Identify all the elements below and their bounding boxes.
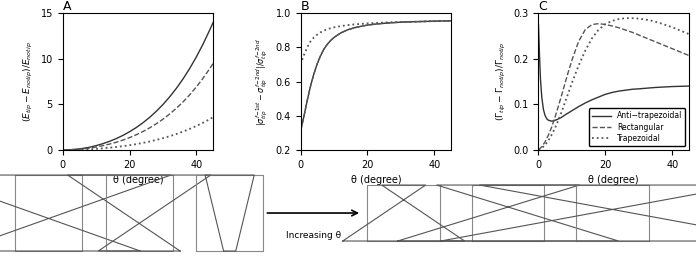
X-axis label: θ (degree): θ (degree) xyxy=(113,175,164,185)
Text: Increasing θ: Increasing θ xyxy=(285,231,341,240)
Y-axis label: $|\sigma_{tip}^{f\!-\!1st} - \sigma_{tip}^{f\!-\!2nd}|/\sigma_{tip}^{f\!-\!2nd}$: $|\sigma_{tip}^{f\!-\!1st} - \sigma_{tip… xyxy=(255,38,270,125)
X-axis label: θ (degree): θ (degree) xyxy=(588,175,639,185)
Y-axis label: $(\Gamma_{tip}-\Gamma_{notip})/\Gamma_{notip}$: $(\Gamma_{tip}-\Gamma_{notip})/\Gamma_{n… xyxy=(495,42,508,121)
Text: B: B xyxy=(301,0,309,13)
Y-axis label: $(E_{tip}-E_{notip})/E_{notip}$: $(E_{tip}-E_{notip})/E_{notip}$ xyxy=(22,41,35,122)
X-axis label: θ (degree): θ (degree) xyxy=(351,175,401,185)
Text: C: C xyxy=(539,0,547,13)
Legend: Anti−trapezoidal, Rectangular, Trapezoidal: Anti−trapezoidal, Rectangular, Trapezoid… xyxy=(589,108,686,146)
Text: A: A xyxy=(63,0,71,13)
